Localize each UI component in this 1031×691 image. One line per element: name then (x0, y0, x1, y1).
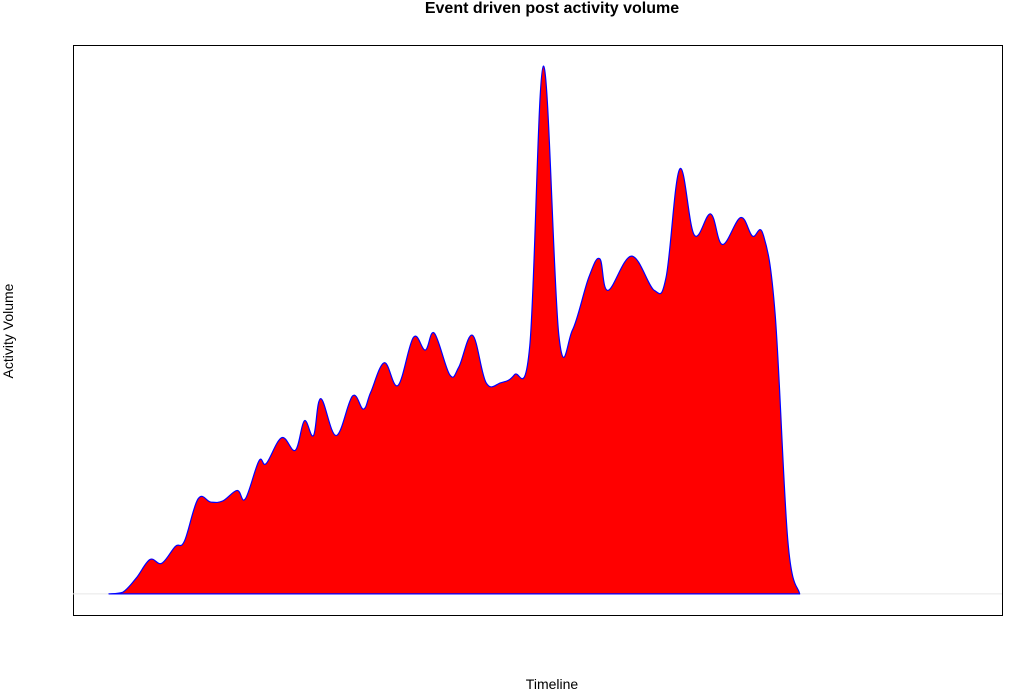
plot-frame (73, 45, 1003, 616)
chart-title: Event driven post activity volume (425, 0, 679, 17)
y-axis-label: Activity Volume (0, 283, 16, 378)
x-axis-label: Timeline (526, 676, 579, 691)
area-series (108, 65, 801, 595)
